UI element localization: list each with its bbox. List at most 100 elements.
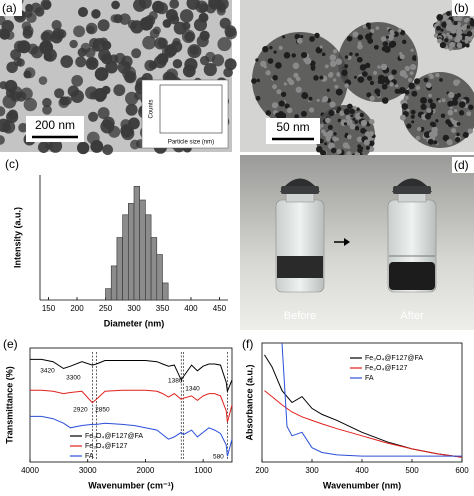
particle	[40, 31, 52, 43]
grain	[364, 131, 370, 137]
grain	[401, 103, 409, 110]
particle	[144, 59, 156, 72]
particle	[0, 106, 6, 117]
grain	[467, 128, 473, 134]
particle	[142, 35, 156, 50]
grain	[407, 77, 413, 83]
particle	[97, 19, 110, 32]
grain	[404, 65, 411, 72]
grain	[445, 119, 451, 125]
grain	[322, 131, 328, 137]
grain	[300, 34, 304, 39]
particle	[157, 37, 168, 49]
grain	[461, 25, 467, 31]
particle	[38, 76, 48, 85]
grain	[466, 25, 471, 29]
particle	[16, 58, 25, 67]
particle	[70, 89, 84, 103]
grain	[368, 140, 375, 147]
particle	[113, 84, 126, 97]
annotation: 1380	[168, 378, 183, 385]
grain	[456, 30, 461, 35]
grain	[269, 46, 273, 50]
caption-before: Before	[284, 310, 316, 322]
x-tick-label: 3000	[79, 466, 97, 475]
grain	[368, 130, 374, 137]
series-line	[281, 342, 462, 457]
legend-label: Fe₃O₄@F127@FA	[85, 433, 143, 440]
grain	[410, 64, 417, 71]
grain	[437, 38, 443, 44]
grain	[365, 22, 371, 28]
grain	[318, 138, 324, 144]
grain	[399, 54, 405, 60]
grain	[343, 108, 351, 115]
particle	[60, 55, 74, 68]
grain	[325, 136, 332, 142]
grain	[321, 52, 326, 57]
grain	[427, 138, 434, 145]
particle	[90, 139, 104, 153]
grain	[366, 75, 373, 81]
plot-frame	[29, 347, 233, 463]
grain	[404, 89, 410, 95]
grain	[357, 43, 363, 50]
grain	[447, 100, 454, 107]
grain	[355, 126, 360, 131]
grain	[346, 134, 352, 140]
grain	[441, 21, 448, 28]
grain	[283, 52, 291, 59]
grain	[465, 43, 470, 48]
particle	[173, 21, 187, 35]
grain	[453, 21, 458, 26]
grain	[431, 122, 437, 128]
micrograph-b: (b) 50 nm	[240, 0, 474, 166]
grain	[278, 111, 284, 117]
grain	[276, 89, 282, 95]
grain	[467, 35, 473, 42]
series-line	[264, 354, 463, 458]
grain	[446, 139, 453, 146]
grain	[357, 144, 362, 149]
particle	[42, 97, 52, 108]
grain	[364, 62, 371, 69]
grain	[445, 25, 452, 31]
grain	[365, 145, 371, 151]
grain	[393, 31, 399, 38]
particle	[148, 11, 158, 21]
particle	[94, 67, 109, 81]
particle	[216, 1, 226, 11]
grain	[401, 39, 407, 45]
particle	[165, 9, 178, 22]
particle	[88, 111, 99, 122]
grain	[332, 49, 338, 54]
bar	[128, 203, 135, 301]
grain	[416, 126, 422, 132]
grain	[394, 84, 399, 88]
particle	[69, 39, 78, 49]
grain	[451, 119, 456, 125]
particle	[30, 2, 42, 14]
grain	[346, 119, 353, 126]
grain	[428, 93, 432, 98]
particle	[73, 25, 85, 38]
grain	[319, 149, 327, 156]
inset	[141, 79, 229, 149]
grain	[381, 83, 388, 90]
x-tick-label: 350	[156, 304, 170, 313]
grain	[337, 106, 342, 111]
grain	[388, 41, 395, 48]
grain	[415, 135, 421, 141]
particle	[50, 31, 63, 44]
grain	[304, 57, 312, 65]
grain	[447, 109, 454, 116]
grain	[455, 79, 461, 85]
grain	[346, 151, 352, 157]
x-tick-label: 1000	[194, 466, 212, 475]
particle	[30, 46, 44, 59]
grain	[300, 51, 308, 59]
grain	[344, 83, 349, 88]
grain	[330, 147, 337, 154]
grain	[388, 74, 394, 81]
grain	[344, 55, 349, 59]
